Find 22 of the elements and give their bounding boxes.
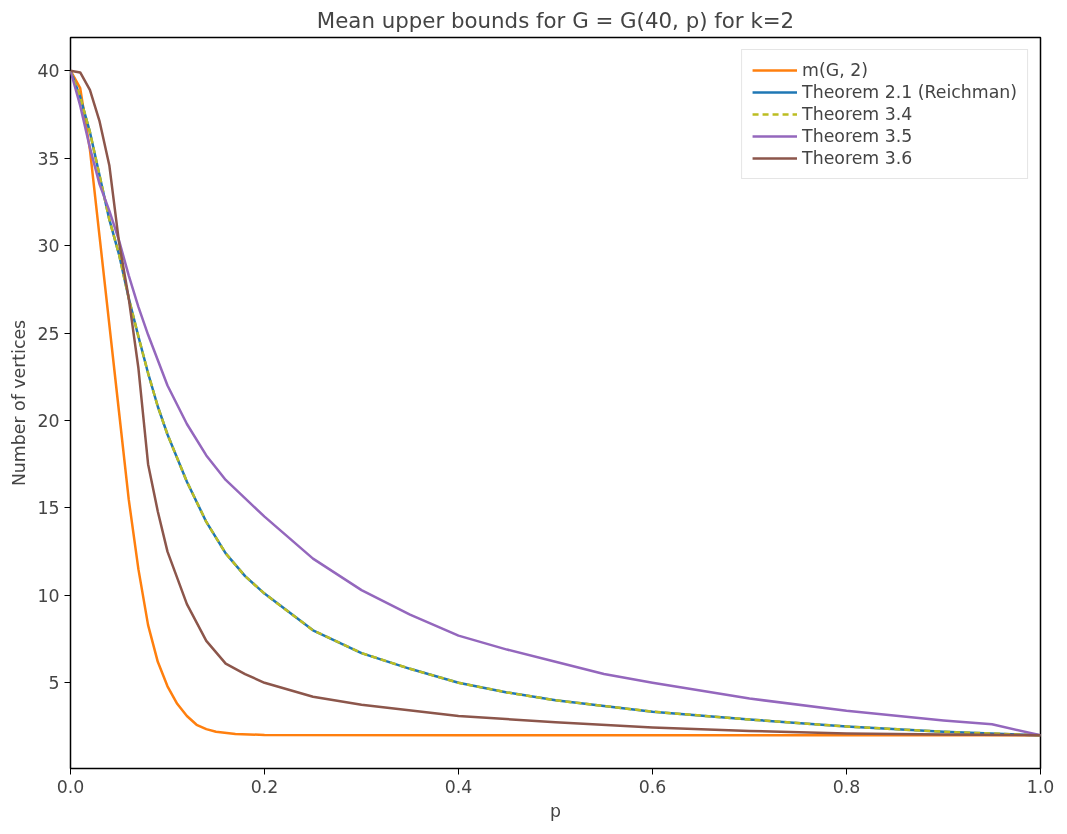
y-tick-label: 40: [37, 61, 60, 82]
y-tick-label: 10: [37, 585, 60, 606]
x-tick-label: 0.6: [638, 776, 667, 797]
x-tick-label: 0.2: [250, 776, 279, 797]
y-tick-label: 5: [48, 673, 60, 694]
y-tick-label: 35: [37, 148, 60, 169]
x-tick-label: 0.8: [832, 776, 861, 797]
y-tick-label: 20: [37, 410, 60, 431]
y-axis-title: Number of vertices: [9, 319, 30, 487]
y-tick-label: 15: [37, 498, 60, 519]
legend-label: m(G, 2): [802, 60, 868, 80]
legend-label: Theorem 3.4: [802, 104, 913, 124]
x-tick-label: 0.0: [56, 776, 85, 797]
x-axis-title: p: [550, 800, 561, 821]
y-tick-label: 25: [37, 323, 60, 344]
legend-label: Theorem 3.5: [802, 126, 913, 146]
x-tick-label: 1.0: [1026, 776, 1055, 797]
y-tick-label: 30: [37, 236, 60, 257]
legend-label: Theorem 2.1 (Reichman): [802, 82, 1017, 102]
legend-label: Theorem 3.6: [802, 148, 913, 168]
x-tick-label: 0.4: [444, 776, 473, 797]
chart-title: Mean upper bounds for G = G(40, p) for k=2: [316, 7, 795, 33]
